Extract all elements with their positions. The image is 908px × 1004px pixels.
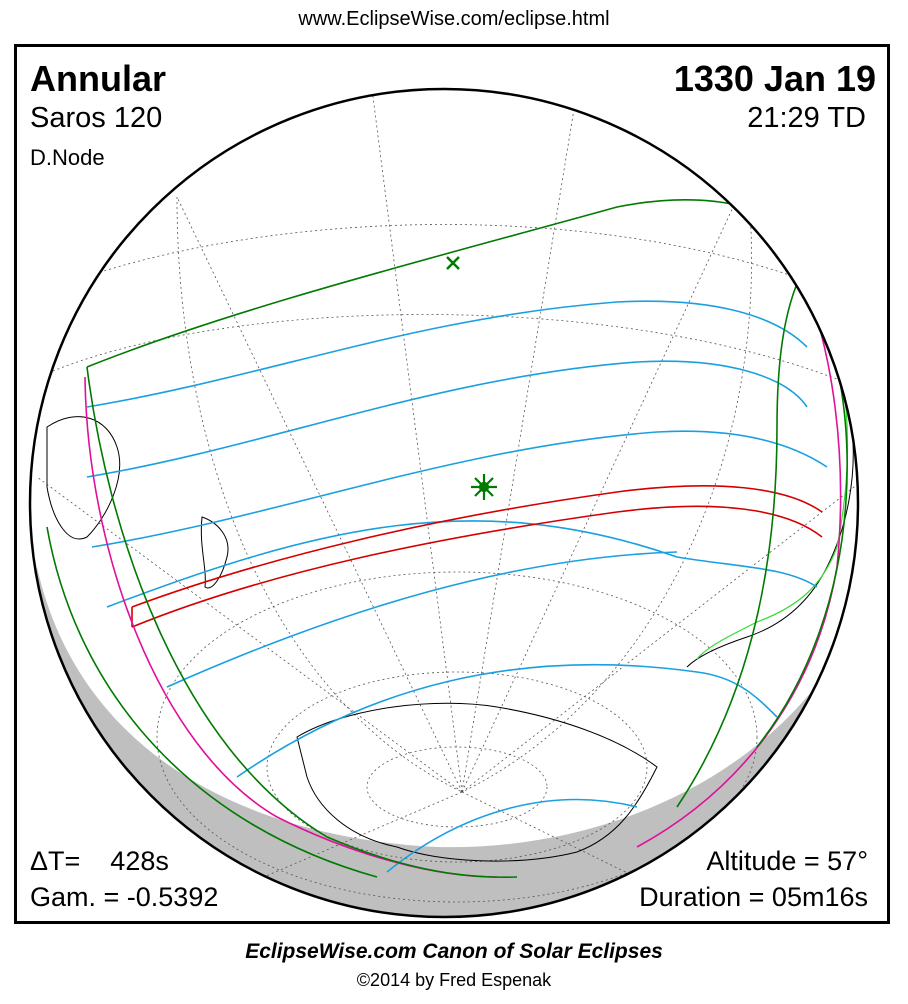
central-path-south-limit [131, 505, 823, 628]
antarctica-coastline [296, 702, 658, 862]
delta-t: ΔT= 428s [30, 846, 169, 876]
map-frame [14, 44, 890, 924]
node-label: D.Node [30, 145, 105, 170]
globe-outline [28, 87, 860, 919]
gamma: Gam. = -0.5392 [30, 882, 219, 912]
subsolar-point-marker [446, 256, 460, 270]
greatest-eclipse-star-icon [471, 474, 497, 500]
night-shade [30, 567, 858, 917]
altitude: Altitude = 57° [706, 846, 868, 876]
eclipse-map [28, 87, 860, 919]
eclipse-type: Annular [30, 58, 167, 99]
central-path-north-limit [131, 485, 823, 608]
saros-number: Saros 120 [30, 102, 163, 134]
globe [30, 89, 858, 917]
duration: Duration = 05m16s [639, 882, 868, 912]
eclipse-time: 21:29 TD [747, 102, 866, 134]
eclipse-date: 1330 Jan 19 [673, 58, 876, 99]
copyright: ©2014 by Fred Espenak [356, 970, 552, 990]
source-url: www.EclipseWise.com/eclipse.html [298, 8, 610, 30]
australia-coastline [46, 416, 121, 540]
canon-title: EclipseWise.com Canon of Solar Eclipses [245, 940, 663, 963]
new-zealand-coastline [200, 516, 229, 589]
magnitude-lines [86, 300, 828, 873]
